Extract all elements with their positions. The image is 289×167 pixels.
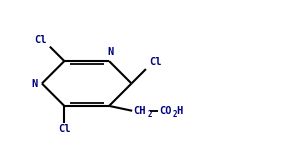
Text: 2: 2	[173, 110, 177, 119]
Text: 2: 2	[147, 110, 152, 119]
Text: Cl: Cl	[34, 35, 47, 45]
Text: Cl: Cl	[58, 124, 71, 134]
Text: N: N	[31, 79, 38, 89]
Text: N: N	[108, 47, 114, 57]
Text: CO: CO	[159, 106, 172, 116]
Text: CH: CH	[134, 106, 146, 116]
Text: Cl: Cl	[149, 57, 161, 67]
Text: H: H	[176, 106, 182, 116]
